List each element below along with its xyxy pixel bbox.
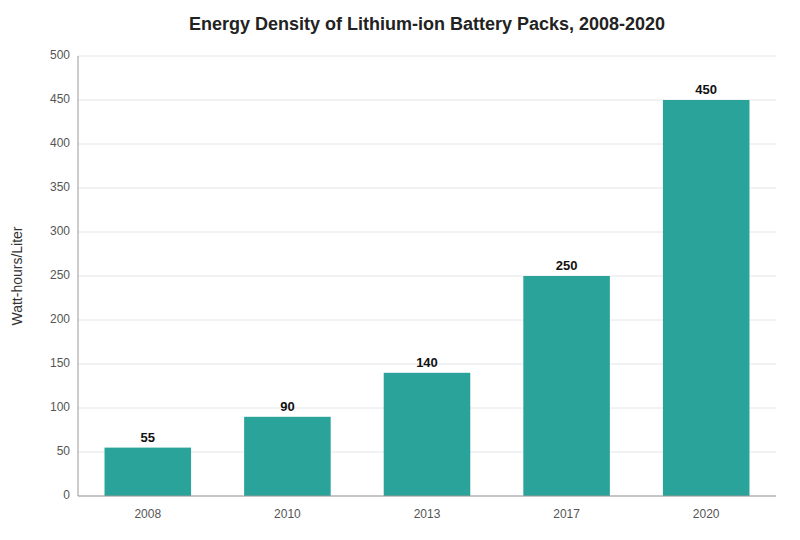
bar (244, 417, 331, 496)
y-tick-label: 250 (50, 268, 70, 282)
y-tick-label: 0 (63, 488, 70, 502)
y-tick-label: 400 (50, 136, 70, 150)
y-tick-label: 200 (50, 312, 70, 326)
title: Energy Density of Lithium-ion Battery Pa… (189, 14, 665, 34)
data-label: 140 (416, 355, 438, 370)
data-label: 55 (141, 430, 155, 445)
chart-container: Energy Density of Lithium-ion Battery Pa… (0, 0, 800, 540)
bar (105, 448, 192, 496)
bar (523, 276, 610, 496)
y-tick-label: 50 (57, 444, 71, 458)
chart-svg: Energy Density of Lithium-ion Battery Pa… (0, 0, 800, 540)
y-tick-label: 150 (50, 356, 70, 370)
x-axis-line (78, 496, 776, 497)
y-tick-label: 100 (50, 400, 70, 414)
bar (663, 100, 750, 496)
y-tick-label: 350 (50, 180, 70, 194)
x-tick-label: 2008 (134, 507, 161, 521)
y-tick-label: 500 (50, 48, 70, 62)
y-tick-label: 450 (50, 92, 70, 106)
data-label: 90 (280, 399, 294, 414)
x-tick-label: 2010 (274, 507, 301, 521)
data-label: 450 (695, 82, 717, 97)
grid-line (78, 496, 776, 497)
y-tick-label: 300 (50, 224, 70, 238)
y-axis-line (78, 56, 79, 496)
grid (78, 56, 776, 496)
y-axis-label: Watt-hours/Liter (9, 226, 25, 325)
x-tick-label: 2013 (414, 507, 441, 521)
bar (384, 373, 471, 496)
data-label: 250 (556, 258, 578, 273)
grid-line (78, 56, 776, 57)
x-tick-label: 2020 (693, 507, 720, 521)
x-tick-label: 2017 (553, 507, 580, 521)
data-labels: 55 90 140 250 450 (141, 82, 717, 445)
bars (105, 100, 750, 496)
